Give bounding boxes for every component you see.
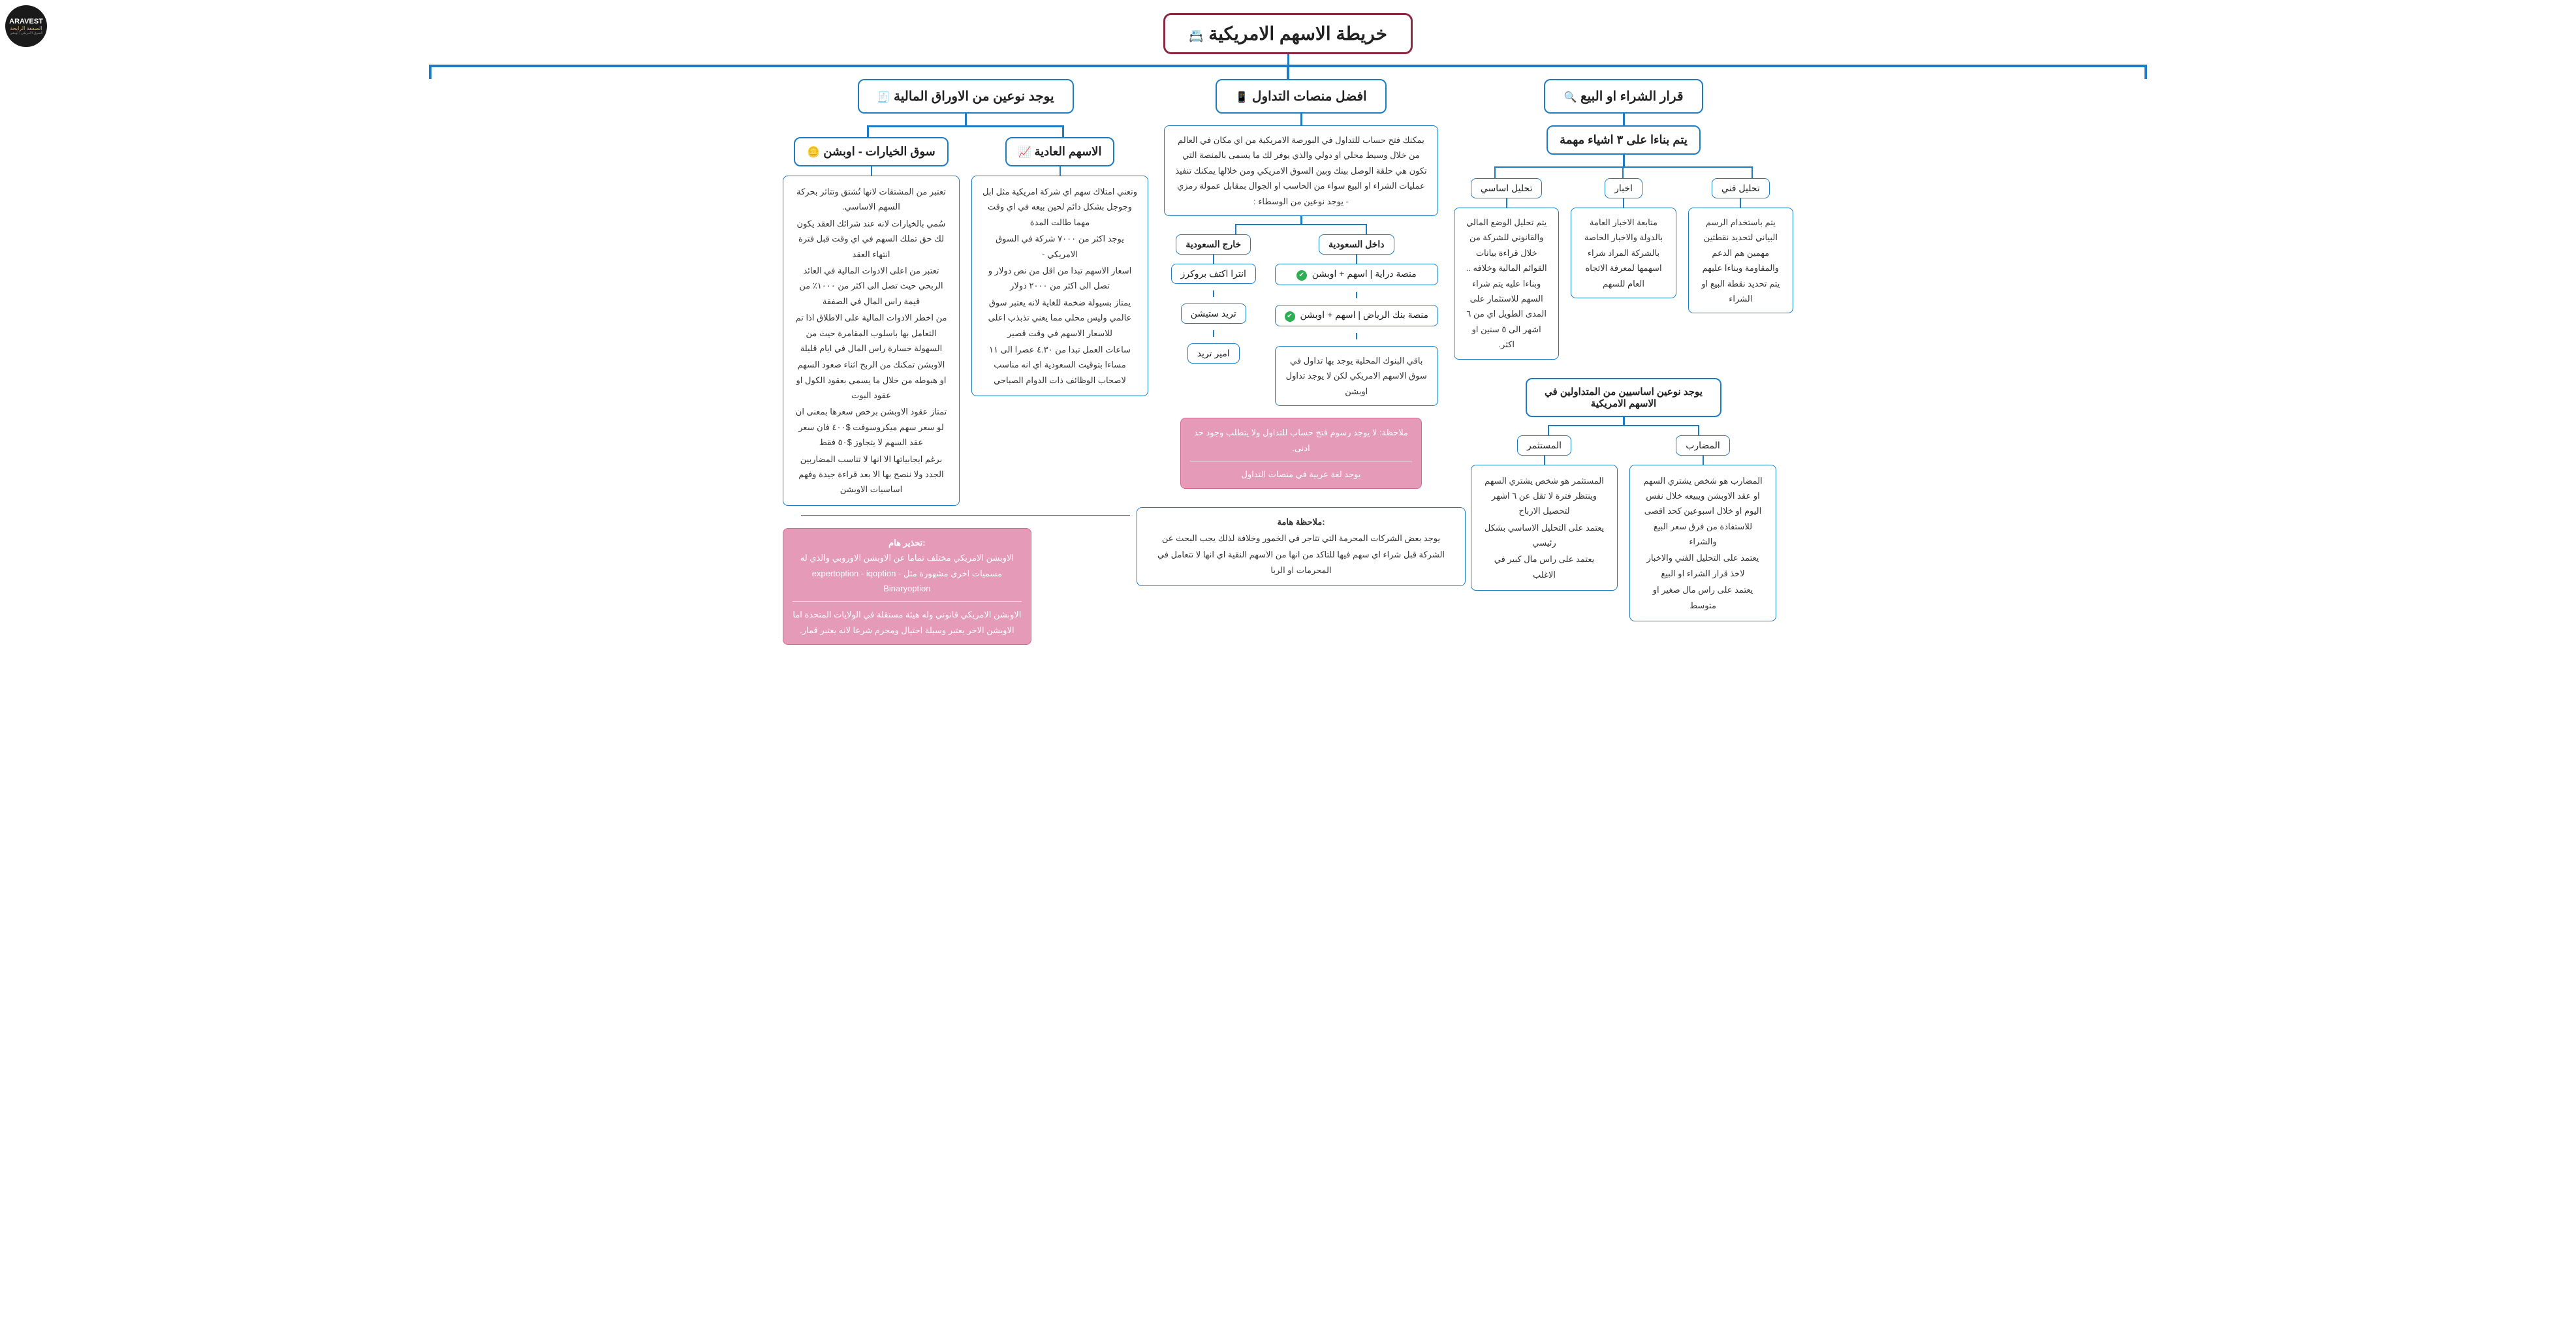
platforms-pink-note: ملاحظة: لا يوجد رسوم فتح حساب للتداول ول… bbox=[1180, 418, 1422, 489]
securities-divider bbox=[801, 515, 1130, 528]
logo-sub: السوق الأمريكي | أوبشن bbox=[10, 31, 43, 35]
options-p6: تمتاز عقود الاوبشن برخص سعرها بمعنى ان ل… bbox=[794, 404, 949, 450]
connector bbox=[1623, 155, 1625, 166]
connector bbox=[965, 114, 967, 125]
options-body: تعتبر من المشتقات لانها تُشتق وتتاثر بحر… bbox=[783, 176, 960, 506]
connector bbox=[1703, 456, 1704, 465]
options-p2: سُمي بالخيارات لانه عند شرائك العقد يكون… bbox=[794, 216, 949, 262]
connector bbox=[1300, 216, 1302, 224]
investor-body: المستثمر هو شخص يشتري السهم وينتظر فترة … bbox=[1471, 465, 1618, 591]
decision-title-box: قرار الشراء او البيع 🔍 bbox=[1544, 79, 1703, 114]
normal-p2: يوجد اكثر من ٧٠٠٠ شركة في السوق الامريكي… bbox=[982, 231, 1137, 262]
connector bbox=[1623, 417, 1625, 425]
root-title: خريطة الاسهم الامريكية bbox=[1208, 23, 1387, 44]
options-title: سوق الخيارات - اوبشن 🪙 bbox=[794, 137, 948, 166]
pink-line2: يوجد لغة عربية في منصات التداول bbox=[1190, 467, 1412, 482]
options-p3: تعتبر من اعلى الادوات المالية في العائد … bbox=[794, 263, 949, 309]
haram-title: :ملاحظة هامة bbox=[1153, 514, 1449, 531]
speculator-p2: يعتمد على التحليل الفني والاخبار لاخذ قر… bbox=[1641, 550, 1765, 581]
platforms-intro: يمكنك فتح حساب للتداول في البورصة الامري… bbox=[1164, 125, 1438, 216]
connector bbox=[1060, 166, 1061, 176]
securities-title-box: يوجد نوعين من الاوراق المالية 🧾 bbox=[858, 79, 1074, 114]
connector bbox=[1623, 114, 1625, 125]
investor-p1: المستثمر هو شخص يشتري السهم وينتظر فترة … bbox=[1482, 473, 1607, 519]
technical-body: يتم باستخدام الرسم البياني لتحديد نقطتين… bbox=[1688, 208, 1793, 313]
speculator-label: المضارب bbox=[1676, 435, 1730, 456]
investor-p2: يعتمد على التحليل الاساسي بشكل رئيسي bbox=[1482, 520, 1607, 551]
outside-item-1: انترا اكتف بروكرز bbox=[1171, 264, 1256, 284]
connector bbox=[1287, 54, 1289, 65]
root-icon: 📇 bbox=[1189, 29, 1203, 42]
coin-icon: 🪙 bbox=[807, 147, 820, 158]
phone-icon: 📱 bbox=[1235, 92, 1248, 103]
connector bbox=[1356, 292, 1357, 298]
fundamental-body: يتم تحليل الوضع المالي والقانوني للشركة … bbox=[1454, 208, 1559, 360]
document-icon: 🧾 bbox=[877, 92, 890, 103]
securities-pink-warning: :تحذير هام الاوبشن الامريكي مختلف تماما … bbox=[783, 528, 1031, 645]
warning-p1: الاوبشن الامريكي مختلف تماما عن الاوبشن … bbox=[793, 550, 1022, 596]
inside-item-1: منصة دراية | اسهم + اوبشن bbox=[1275, 264, 1439, 285]
logo-top: ARAVEST bbox=[9, 18, 43, 25]
connector bbox=[1213, 330, 1214, 337]
haram-body: يوجد بعض الشركات المحرمة التي تتاجر في ا… bbox=[1153, 531, 1449, 579]
normal-body: وتعني امتلاك سهم اي شركة امريكية مثل ابل… bbox=[971, 176, 1148, 396]
options-p4: من اخطر الادوات المالية على الاطلاق اذا … bbox=[794, 310, 949, 356]
decision-intro: يتم بناءا على ٣ اشياء مهمة bbox=[1547, 125, 1701, 155]
investor-label: المستثمر bbox=[1517, 435, 1571, 456]
logo-bottom: الصفقة الرابحة bbox=[10, 25, 42, 31]
root-title-box: خريطة الاسهم الامريكية 📇 bbox=[1163, 13, 1413, 54]
decision-title: قرار الشراء او البيع bbox=[1580, 89, 1684, 104]
normal-p3: اسعار الاسهم تبدا من اقل من نص دولار و ت… bbox=[982, 263, 1137, 294]
magnifier-icon: 🔍 bbox=[1563, 92, 1577, 103]
normal-p5: ساعات العمل تبدا من ٤.٣٠ عصرا الى ١١ مسا… bbox=[982, 342, 1137, 388]
news-label: اخبار bbox=[1605, 178, 1642, 198]
speculator-p1: المضارب هو شخص يشتري السهم او عقد الاوبش… bbox=[1641, 473, 1765, 550]
warning-p2: الاوبشن الامريكي قانوني وله هيئة مستقلة … bbox=[793, 607, 1022, 638]
options-p1: تعتبر من المشتقات لانها تُشتق وتتاثر بحر… bbox=[794, 184, 949, 215]
pink-line1: ملاحظة: لا يوجد رسوم فتح حساب للتداول ول… bbox=[1190, 425, 1412, 456]
connector bbox=[1623, 198, 1624, 208]
outside-item-3: امير تريد bbox=[1187, 343, 1240, 364]
inside-label: داخل السعودية bbox=[1319, 234, 1394, 255]
outside-label: خارج السعودية bbox=[1176, 234, 1251, 255]
haram-note: :ملاحظة هامة يوجد بعض الشركات المحرمة ال… bbox=[1137, 507, 1466, 586]
platforms-h-connector bbox=[1191, 224, 1411, 234]
options-p5: الاوبشن تمكنك من الربح اثناء صعود السهم … bbox=[794, 357, 949, 403]
brand-logo: ARAVEST الصفقة الرابحة السوق الأمريكي | … bbox=[5, 5, 47, 47]
normal-stocks-title: الاسهم العادية 📈 bbox=[1005, 137, 1115, 166]
inside-note: باقي البنوك المحلية يوجد بها تداول في سو… bbox=[1275, 346, 1439, 406]
connector bbox=[1544, 456, 1545, 465]
news-body: متابعة الاخبار العامة بالدولة والاخبار ا… bbox=[1571, 208, 1676, 298]
connector bbox=[1213, 255, 1214, 264]
fundamental-label: تحليل اساسي bbox=[1471, 178, 1543, 198]
platforms-title: افضل منصات التداول bbox=[1252, 89, 1367, 104]
securities-h-connector bbox=[801, 125, 1130, 137]
connector bbox=[1300, 114, 1302, 125]
options-label: سوق الخيارات - اوبشن bbox=[823, 145, 935, 158]
normal-p1: وتعني امتلاك سهم اي شركة امريكية مثل ابل… bbox=[982, 184, 1137, 230]
inside-item-2: منصة بنك الرياض | اسهم + اوبشن bbox=[1275, 305, 1439, 326]
speculator-body: المضارب هو شخص يشتري السهم او عقد الاوبش… bbox=[1629, 465, 1776, 622]
connector bbox=[871, 166, 872, 176]
traders-title: يوجد نوعين اساسيين من المتداولين في الاس… bbox=[1526, 378, 1721, 417]
normal-stocks-label: الاسهم العادية bbox=[1034, 145, 1101, 158]
warning-title: :تحذير هام bbox=[793, 535, 1022, 550]
connector bbox=[1356, 333, 1357, 339]
traders-h-connector bbox=[1505, 425, 1742, 435]
securities-title: يوجد نوعين من الاوراق المالية bbox=[894, 89, 1054, 104]
chart-icon: 📈 bbox=[1018, 147, 1031, 158]
outside-item-2: تريد ستيشن bbox=[1181, 304, 1246, 324]
technical-label: تحليل فني bbox=[1712, 178, 1770, 198]
decision-h-connector bbox=[1454, 166, 1793, 178]
speculator-p3: يعتمد على راس مال صغير او متوسط bbox=[1641, 582, 1765, 613]
connector bbox=[1356, 255, 1357, 264]
connector bbox=[1740, 198, 1741, 208]
investor-p3: يعتمد على راس مال كبير في الاغلب bbox=[1482, 552, 1607, 582]
connector bbox=[1506, 198, 1507, 208]
connector bbox=[1213, 290, 1214, 297]
normal-p4: يمتاز بسيولة ضخمة للغاية لانه يعتبر سوق … bbox=[982, 295, 1137, 341]
options-p7: برغم ايجابياتها الا انها لا تناسب المضار… bbox=[794, 452, 949, 497]
main-h-connector bbox=[127, 65, 2449, 79]
platforms-title-box: افضل منصات التداول 📱 bbox=[1216, 79, 1386, 114]
